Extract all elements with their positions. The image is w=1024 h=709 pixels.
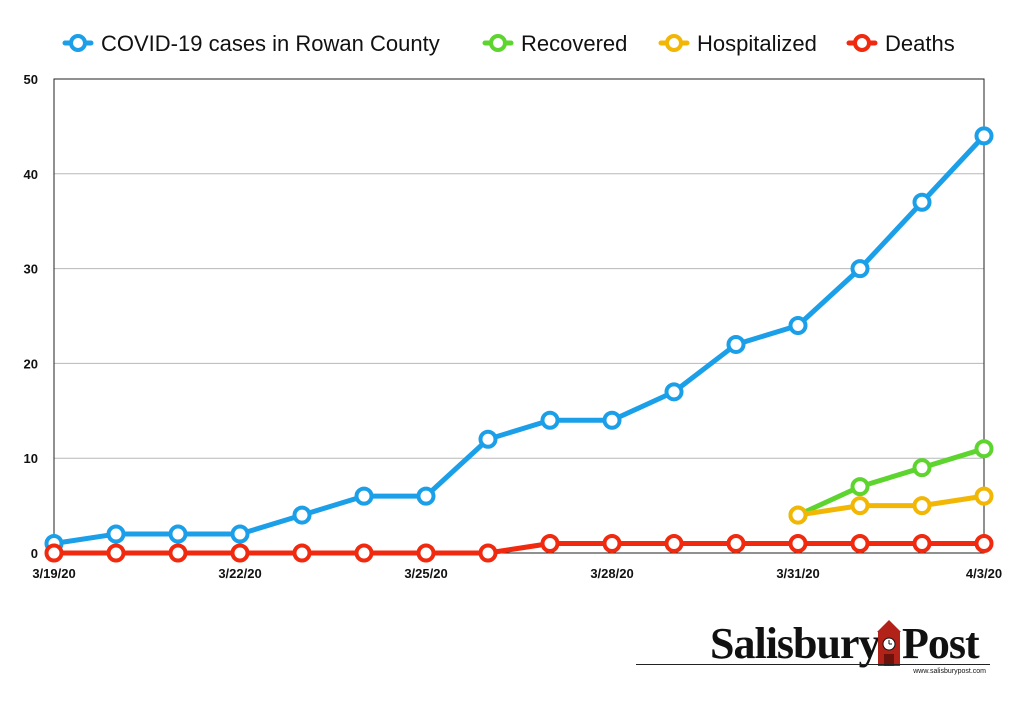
y-tick-label: 20 <box>24 356 38 371</box>
salisbury-post-logo: Salisbury Post www.salisburypost.com <box>636 618 996 680</box>
data-point <box>416 486 436 506</box>
series-0 <box>44 126 994 554</box>
data-point <box>912 458 932 478</box>
data-point <box>168 543 188 563</box>
legend: COVID-19 cases in Rowan County Recovered H… <box>62 31 955 56</box>
data-point <box>788 534 808 554</box>
logo-rule <box>636 664 990 665</box>
data-point <box>850 259 870 279</box>
y-tick-label: 50 <box>24 72 38 87</box>
y-tick-label: 0 <box>31 546 38 561</box>
x-tick-label: 4/3/20 <box>966 566 1002 581</box>
clock-tower-icon <box>877 620 901 666</box>
y-tick-label: 40 <box>24 167 38 182</box>
legend-label: Recovered <box>521 31 627 56</box>
logo-word-salisbury: Salisbury <box>710 619 881 668</box>
y-axis: 0 10 20 30 40 50 <box>24 72 38 561</box>
data-point <box>850 477 870 497</box>
series-3 <box>44 534 994 563</box>
grid-lines <box>54 173 984 459</box>
data-point <box>292 543 312 563</box>
data-point <box>664 534 684 554</box>
data-point <box>44 543 64 563</box>
data-point <box>726 334 746 354</box>
legend-label: COVID-19 cases in Rowan County <box>101 31 440 56</box>
data-point <box>850 496 870 516</box>
legend-marker <box>853 34 871 52</box>
series-line <box>51 541 987 556</box>
data-point <box>478 429 498 449</box>
series-group <box>44 126 994 563</box>
data-point <box>168 524 188 544</box>
data-point <box>788 315 808 335</box>
logo-word-post: Post <box>902 619 980 668</box>
data-point <box>416 543 436 563</box>
x-axis: 3/19/20 3/22/20 3/25/20 3/28/20 3/31/20 4/3/2… <box>32 566 1002 581</box>
data-point <box>602 410 622 430</box>
legend-label: Deaths <box>885 31 955 56</box>
legend-item-3: Deaths <box>846 31 955 56</box>
data-point <box>106 543 126 563</box>
legend-label: Hospitalized <box>697 31 817 56</box>
x-tick-label: 3/28/20 <box>590 566 633 581</box>
legend-item-0: COVID-19 cases in Rowan County <box>62 31 440 56</box>
data-point <box>850 534 870 554</box>
data-point <box>354 486 374 506</box>
data-point <box>912 534 932 554</box>
data-point <box>726 534 746 554</box>
x-tick-label: 3/19/20 <box>32 566 75 581</box>
y-tick-label: 10 <box>24 451 38 466</box>
data-point <box>602 534 622 554</box>
data-point <box>292 505 312 525</box>
data-point <box>974 486 994 506</box>
data-point <box>912 496 932 516</box>
series-2 <box>788 486 994 525</box>
data-point <box>354 543 374 563</box>
data-point <box>912 192 932 212</box>
legend-marker <box>665 34 683 52</box>
data-point <box>540 534 560 554</box>
data-point <box>540 410 560 430</box>
series-line <box>795 446 987 518</box>
plot-frame <box>53 78 985 554</box>
data-point <box>664 382 684 402</box>
data-point <box>788 505 808 525</box>
data-point <box>230 543 250 563</box>
x-tick-label: 3/22/20 <box>218 566 261 581</box>
series-line <box>51 133 987 547</box>
legend-marker <box>489 34 507 52</box>
logo-url: www.salisburypost.com <box>913 668 986 675</box>
data-point <box>230 524 250 544</box>
legend-item-2: Hospitalized <box>658 31 817 56</box>
data-point <box>974 534 994 554</box>
x-tick-label: 3/25/20 <box>404 566 447 581</box>
y-tick-label: 30 <box>24 262 38 277</box>
data-point <box>106 524 126 544</box>
legend-item-1: Recovered <box>482 31 627 56</box>
series-line <box>795 493 987 518</box>
x-tick-label: 3/31/20 <box>776 566 819 581</box>
data-point <box>974 126 994 146</box>
legend-marker <box>69 34 87 52</box>
data-point <box>478 543 498 563</box>
data-point <box>974 439 994 459</box>
